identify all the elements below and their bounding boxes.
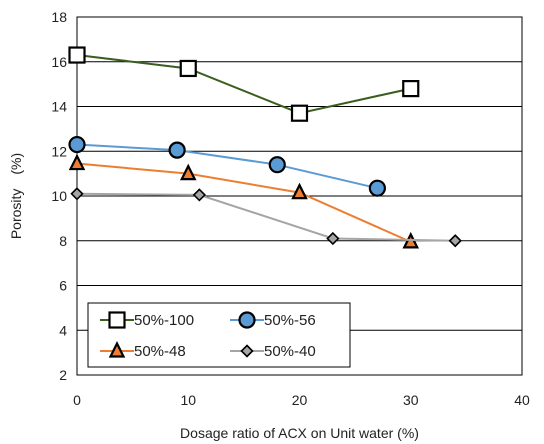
circle-marker bbox=[368, 179, 386, 197]
y-tick-label: 16 bbox=[51, 54, 67, 70]
y-tick-label: 4 bbox=[59, 322, 67, 338]
legend-label: 50%-100 bbox=[134, 312, 194, 329]
diamond-marker bbox=[192, 188, 207, 202]
triangle-marker bbox=[179, 163, 197, 181]
legend-box bbox=[87, 302, 351, 368]
triangle-marker bbox=[68, 153, 86, 171]
y-tick-label: 14 bbox=[51, 99, 67, 115]
square-marker bbox=[402, 79, 420, 98]
square-marker bbox=[68, 46, 86, 64]
series-line bbox=[76, 192, 456, 242]
y-tick-label: 18 bbox=[51, 9, 67, 25]
x-axis-title: Dosage ratio of ACX on Unit water (%) bbox=[180, 425, 419, 441]
series-line bbox=[76, 54, 411, 115]
series-line bbox=[76, 162, 412, 243]
x-tick-label: 0 bbox=[73, 392, 81, 408]
diamond-marker bbox=[240, 344, 254, 358]
legend-entry: 50%-48 bbox=[100, 341, 186, 360]
y-tick-label: 2 bbox=[59, 367, 67, 383]
square-marker bbox=[290, 104, 309, 122]
circle-marker bbox=[238, 311, 256, 329]
legend-label: 50%-48 bbox=[134, 343, 186, 360]
x-tick-label: 20 bbox=[292, 392, 308, 408]
legend-entry: 50%-56 bbox=[230, 311, 316, 329]
series-50%-48 bbox=[68, 153, 420, 249]
x-tick-label: 40 bbox=[514, 392, 530, 408]
y-tick-label: 10 bbox=[51, 188, 67, 204]
x-axis-tick-labels: 0 10 20 30 40 bbox=[73, 392, 530, 408]
legend: 50%-100 50%-56 50%-48 50%-40 bbox=[87, 302, 351, 368]
circle-marker bbox=[268, 156, 286, 174]
square-marker bbox=[179, 59, 197, 78]
x-tick-label: 30 bbox=[403, 392, 419, 408]
diamond-marker bbox=[326, 231, 340, 246]
legend-label: 50%-40 bbox=[264, 343, 316, 360]
diamond-marker bbox=[448, 234, 462, 248]
series-50%-100 bbox=[68, 46, 420, 122]
y-tick-label: 8 bbox=[59, 233, 67, 249]
data-series bbox=[68, 46, 462, 249]
x-tick-label: 10 bbox=[180, 392, 196, 408]
legend-entry: 50%-100 bbox=[100, 311, 194, 329]
y-tick-label: 6 bbox=[59, 278, 67, 294]
circle-marker bbox=[168, 141, 186, 159]
y-tick-label: 12 bbox=[51, 143, 67, 159]
y-axis-tick-labels: 2 4 6 8 10 12 14 16 18 bbox=[51, 9, 67, 383]
legend-entry: 50%-40 bbox=[230, 343, 316, 360]
square-marker bbox=[108, 311, 126, 329]
series-50%-56 bbox=[68, 135, 386, 197]
y-axis-title: Porosity (%) bbox=[8, 153, 24, 239]
triangle-marker bbox=[291, 182, 308, 200]
diamond-marker bbox=[70, 187, 84, 201]
triangle-marker bbox=[108, 341, 126, 358]
series-line bbox=[76, 143, 378, 190]
legend-label: 50%-56 bbox=[264, 312, 316, 329]
circle-marker bbox=[68, 135, 86, 154]
series-50%-40 bbox=[70, 187, 462, 248]
